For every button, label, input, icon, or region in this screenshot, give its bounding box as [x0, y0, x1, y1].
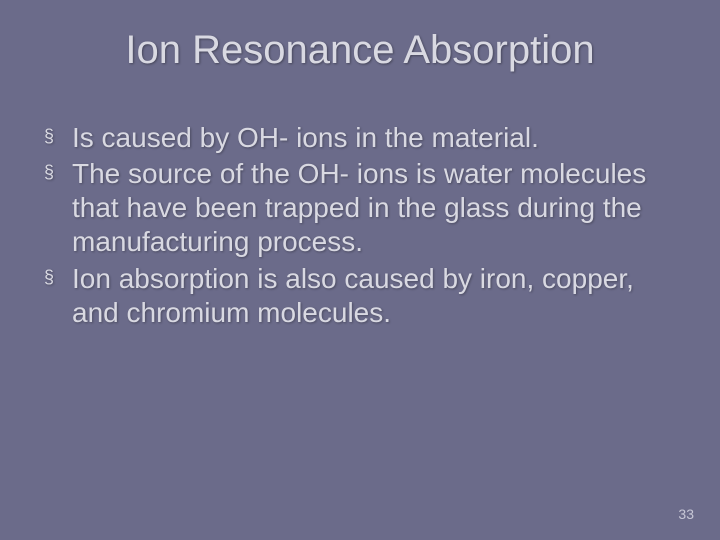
- bullet-text: Is caused by OH- ions in the material.: [72, 122, 539, 153]
- section-icon: §: [44, 163, 54, 181]
- list-item: § Ion absorption is also caused by iron,…: [44, 262, 682, 330]
- bullet-text: The source of the OH- ions is water mole…: [72, 158, 646, 257]
- list-item: § The source of the OH- ions is water mo…: [44, 157, 682, 259]
- slide: Ion Resonance Absorption § Is caused by …: [0, 0, 720, 540]
- page-number: 33: [678, 506, 694, 522]
- bullet-text: Ion absorption is also caused by iron, c…: [72, 263, 634, 328]
- slide-title: Ion Resonance Absorption: [38, 28, 682, 73]
- bullet-list: § Is caused by OH- ions in the material.…: [38, 121, 682, 330]
- section-icon: §: [44, 127, 54, 145]
- section-icon: §: [44, 268, 54, 286]
- list-item: § Is caused by OH- ions in the material.: [44, 121, 682, 155]
